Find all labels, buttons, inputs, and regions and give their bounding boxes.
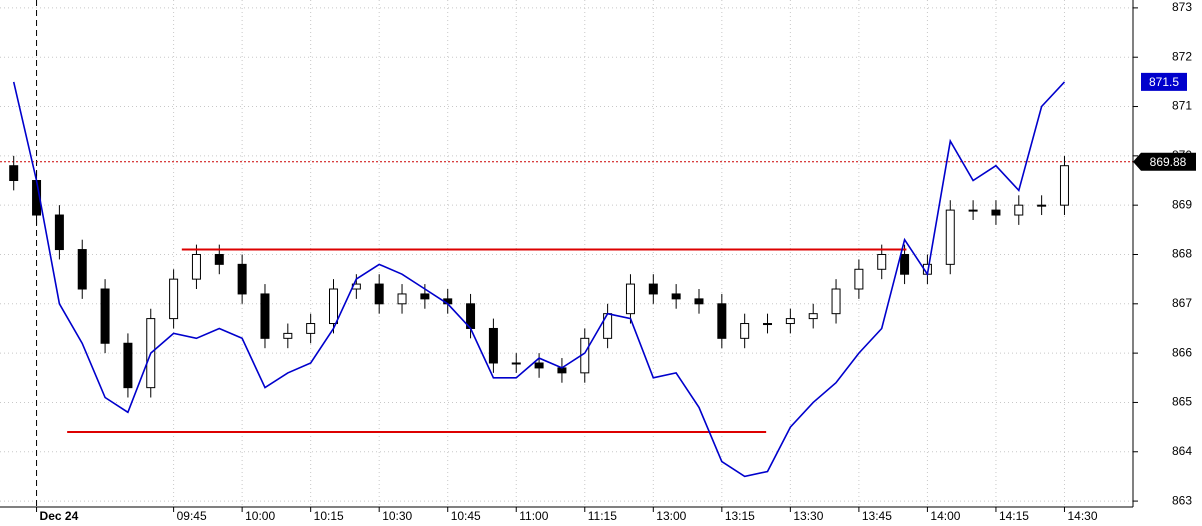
axes: 863864865866867868869870871872873Dec 240…	[36, 0, 1196, 523]
x-tick-label: 14:15	[999, 509, 1029, 523]
x-tick-label: 11:15	[588, 509, 617, 523]
y-tick-label: 872	[1172, 49, 1192, 63]
candle-body	[54, 214, 64, 251]
y-tick-label: 865	[1172, 395, 1192, 409]
candle-body	[1014, 204, 1024, 216]
candle-body	[671, 293, 681, 300]
plot	[9, 81, 1069, 478]
x-tick-label: 10:30	[382, 509, 412, 523]
candle-body	[511, 362, 521, 365]
last-price-tag	[1133, 152, 1196, 171]
x-tick-label: 11:00	[519, 509, 548, 523]
last-price-label: 869.88	[1150, 155, 1187, 169]
candle-body	[900, 253, 910, 275]
candle-body	[283, 332, 293, 339]
candle-body	[877, 253, 887, 270]
candle-body	[237, 263, 247, 295]
candle-body	[214, 253, 224, 265]
x-tick-label: 14:30	[1067, 509, 1097, 523]
candle-body	[397, 293, 407, 305]
candle-body	[169, 278, 179, 320]
candle-body	[808, 313, 818, 320]
y-tick-label: 868	[1172, 247, 1192, 261]
x-tick-label: 10:15	[314, 509, 344, 523]
candle-body	[831, 288, 841, 315]
candle-body	[488, 327, 498, 364]
candle-body	[306, 323, 316, 334]
candle-body	[534, 362, 544, 369]
y-tick-label: 867	[1172, 296, 1192, 310]
x-tick-label: 10:00	[245, 509, 275, 523]
candle-body	[740, 323, 750, 339]
candle-body	[1037, 204, 1047, 207]
candle-body	[374, 283, 384, 305]
price-line	[12, 81, 1066, 478]
candle-body	[420, 293, 430, 300]
x-tick-label: Dec 24	[40, 509, 79, 523]
candle-body	[260, 293, 270, 339]
candle-body	[9, 165, 19, 182]
candle-body	[991, 209, 1001, 216]
candle-body	[694, 298, 704, 305]
y-tick-label: 871	[1172, 99, 1192, 113]
candle-body	[968, 209, 978, 212]
candle-body	[648, 283, 658, 295]
y-tick-label: 864	[1172, 444, 1192, 458]
x-tick-label: 13:30	[793, 509, 823, 523]
candle-body	[123, 342, 133, 389]
candle-body	[945, 209, 955, 265]
candle-body	[717, 303, 727, 339]
x-tick-label: 13:00	[656, 509, 686, 523]
line-price-label: 871.5	[1149, 75, 1179, 89]
y-tick-label: 863	[1172, 493, 1192, 507]
candle-body	[1059, 165, 1069, 206]
y-tick-label: 866	[1172, 345, 1192, 359]
candle-body	[77, 249, 87, 290]
candle-body	[763, 323, 773, 326]
y-tick-label: 869	[1172, 197, 1192, 211]
x-tick-label: 13:45	[862, 509, 892, 523]
candle-body	[100, 288, 110, 344]
y-tick-label: 873	[1172, 0, 1192, 14]
candle-body	[785, 318, 795, 325]
x-tick-label: 14:00	[930, 509, 960, 523]
candle-body	[329, 288, 339, 325]
candle-body	[854, 268, 864, 290]
x-tick-label: 13:15	[725, 509, 755, 523]
line-price-tag	[1141, 72, 1187, 91]
x-tick-label: 10:45	[451, 509, 481, 523]
candle-body	[625, 283, 635, 315]
candle-body	[191, 253, 201, 280]
x-tick-label: 09:45	[177, 509, 207, 523]
grid	[0, 0, 1133, 507]
